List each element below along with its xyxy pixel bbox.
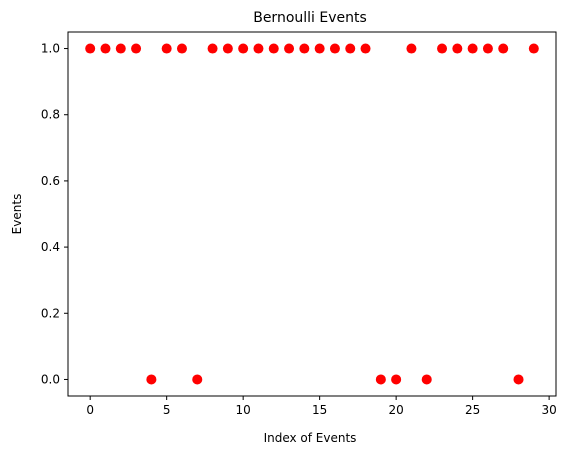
data-point: [360, 43, 371, 54]
data-point: [131, 43, 142, 54]
y-tick-label: 1.0: [41, 42, 60, 56]
plot-frame: [67, 31, 557, 397]
data-point: [528, 43, 539, 54]
data-points: [85, 43, 539, 385]
x-tick-label: 30: [541, 403, 556, 417]
x-axis-ticks: 0 5 10 15 20 25 30: [86, 396, 557, 417]
data-point: [299, 43, 310, 54]
data-point: [100, 43, 111, 54]
x-tick-label: 0: [86, 403, 94, 417]
y-tick-label: 0.8: [41, 108, 60, 122]
y-tick-label: 0.6: [41, 174, 60, 188]
data-point: [437, 43, 448, 54]
x-tick-label: 25: [465, 403, 480, 417]
y-tick-label: 0.4: [41, 240, 60, 254]
data-point: [115, 43, 126, 54]
data-point: [238, 43, 249, 54]
data-point: [176, 43, 187, 54]
data-point: [513, 374, 524, 385]
data-point: [253, 43, 264, 54]
y-tick-label: 0.0: [41, 372, 60, 386]
y-axis-label: Events: [10, 194, 24, 235]
data-point: [268, 43, 279, 54]
x-tick-label: 10: [236, 403, 251, 417]
data-point: [467, 43, 478, 54]
data-point: [314, 43, 325, 54]
data-point: [482, 43, 493, 54]
data-point: [375, 374, 386, 385]
plot-area: [67, 31, 557, 397]
data-point: [406, 43, 417, 54]
data-point: [284, 43, 295, 54]
data-point: [391, 374, 402, 385]
data-point: [345, 43, 356, 54]
x-tick-label: 15: [312, 403, 327, 417]
data-point: [146, 374, 157, 385]
data-point: [498, 43, 509, 54]
data-point: [329, 43, 340, 54]
data-point: [222, 43, 233, 54]
data-point: [85, 43, 96, 54]
data-point: [161, 43, 172, 54]
y-tick-label: 0.2: [41, 306, 60, 320]
data-point: [452, 43, 463, 54]
data-point: [207, 43, 218, 54]
x-axis-label: Index of Events: [264, 431, 357, 445]
chart-title: Bernoulli Events: [253, 10, 367, 26]
data-point: [421, 374, 432, 385]
x-tick-label: 5: [163, 403, 171, 417]
y-axis-ticks: 0.0 0.2 0.4 0.6 0.8 1.0: [41, 42, 68, 386]
data-point: [192, 374, 203, 385]
x-tick-label: 20: [388, 403, 403, 417]
